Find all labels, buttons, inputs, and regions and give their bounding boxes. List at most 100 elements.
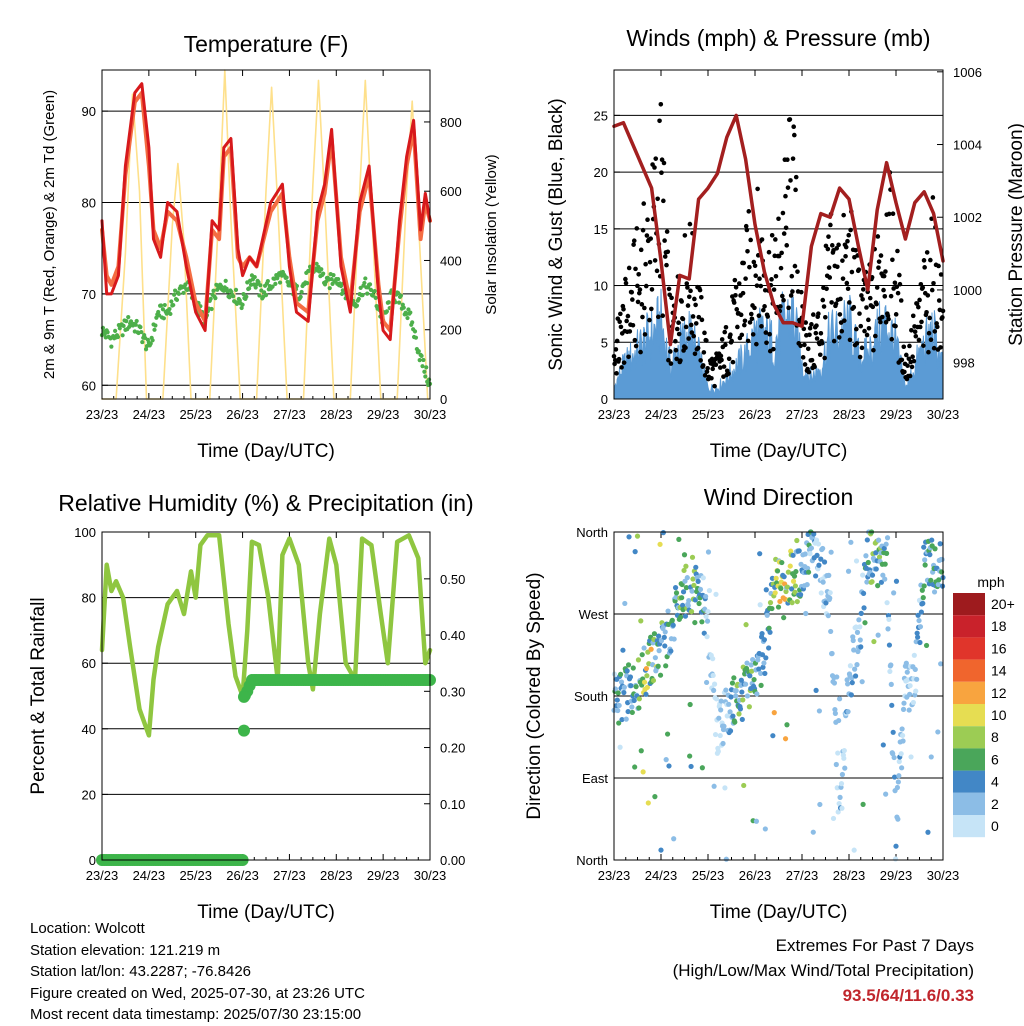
point-gust [623, 276, 628, 282]
point-gust [839, 328, 845, 334]
point-wind-direction [796, 548, 802, 554]
point-wind-direction [938, 661, 944, 667]
point-gust [683, 345, 688, 350]
point-gust [809, 357, 815, 363]
point-wind-direction [687, 701, 693, 708]
plot-frame [101, 531, 431, 861]
point-gust [790, 156, 796, 161]
point-gust [879, 314, 885, 320]
x-tick-label: 27/23 [786, 868, 819, 883]
point-wind-direction [816, 562, 822, 568]
point-dewpoint [124, 318, 129, 324]
point-wind-direction [663, 757, 669, 763]
point-gust [638, 349, 643, 355]
point-wind-direction [673, 590, 680, 596]
point-gust [684, 281, 690, 286]
point-wind-direction [713, 696, 720, 702]
point-wind-direction [671, 836, 677, 842]
point-gust [696, 314, 702, 320]
point-wind-direction [767, 600, 774, 606]
point-wind-direction [838, 781, 845, 787]
point-dewpoint [143, 347, 149, 352]
point-gust [792, 263, 798, 269]
point-wind-direction [895, 779, 901, 785]
point-gust [862, 328, 867, 334]
point-wind-direction [792, 583, 799, 589]
y-tick-label: 10 [594, 279, 608, 294]
point-dewpoint [331, 272, 336, 278]
point-wind-direction [774, 568, 781, 574]
point-gust [691, 333, 697, 339]
point-gust [851, 304, 857, 310]
x-tick-label: 29/23 [367, 407, 400, 422]
point-wind-direction [629, 704, 635, 710]
point-wind-direction [918, 609, 924, 615]
point-wind-direction [739, 716, 745, 723]
temperature-panel: Temperature (F) Time (Day/UTC) 2m & 9m T (… [41, 31, 500, 462]
point-gust [856, 267, 862, 272]
point-gust [655, 196, 660, 202]
point-gust [812, 364, 817, 370]
point-gust [873, 333, 878, 339]
point-gust [932, 329, 938, 334]
point-gust [743, 276, 748, 281]
y-axis-label: Percent & Total Rainfall [28, 597, 49, 794]
point-wind-direction [805, 569, 812, 575]
point-wind-direction [713, 591, 719, 597]
point-wind-direction [832, 710, 838, 716]
point-gust [685, 285, 690, 290]
point-gust [892, 280, 898, 286]
point-gust [704, 338, 709, 343]
y2-tick-label: 998 [953, 356, 975, 371]
point-gust [785, 157, 790, 162]
point-gust [642, 332, 648, 337]
series-sonic-wind [613, 288, 944, 400]
point-wind-direction [722, 785, 728, 791]
point-gust [699, 317, 705, 323]
point-gust [870, 304, 876, 310]
point-dewpoint [396, 290, 401, 296]
point-gust [776, 253, 782, 259]
point-wind-direction [737, 706, 744, 712]
point-wind-direction [743, 622, 749, 628]
point-gust [762, 304, 767, 309]
point-wind-direction [851, 847, 857, 853]
point-dewpoint [336, 277, 341, 282]
point-wind-direction [813, 537, 820, 543]
x-tick-label: 26/23 [739, 868, 772, 883]
colorbar-swatch [953, 704, 985, 727]
point-gust [846, 232, 852, 238]
location-text: Location: Wolcott [30, 920, 145, 937]
point-dewpoint [162, 302, 167, 308]
point-gust [886, 316, 891, 322]
point-gust [909, 364, 915, 370]
point-wind-direction [912, 666, 918, 673]
point-gust [781, 297, 786, 303]
point-wind-direction [683, 563, 689, 569]
point-wind-direction [921, 583, 927, 589]
point-gust [930, 195, 936, 200]
point-wind-direction [789, 586, 795, 592]
point-wind-direction [710, 656, 716, 662]
point-dewpoint [154, 315, 159, 320]
point-gust [924, 250, 930, 255]
point-wind-direction [733, 693, 739, 699]
point-gust [676, 320, 681, 326]
y-tick-label: West [579, 607, 609, 622]
point-wind-direction [648, 646, 654, 652]
point-gust [673, 338, 678, 344]
point-gust [627, 329, 633, 334]
point-gust [756, 313, 762, 319]
point-dewpoint [408, 310, 413, 315]
point-gust [847, 300, 852, 305]
point-gust [853, 247, 858, 253]
point-gust [795, 269, 800, 274]
x-tick-label: 26/23 [739, 407, 772, 422]
x-tick-label: 29/23 [880, 407, 913, 422]
y-tick-label: East [582, 771, 608, 786]
point-gust [882, 294, 888, 299]
elevation-text: Station elevation: 121.219 m [30, 941, 221, 959]
y2-tick-label: 0.00 [440, 853, 465, 868]
point-gust [805, 346, 811, 352]
x-tick-label: 25/23 [179, 407, 212, 422]
